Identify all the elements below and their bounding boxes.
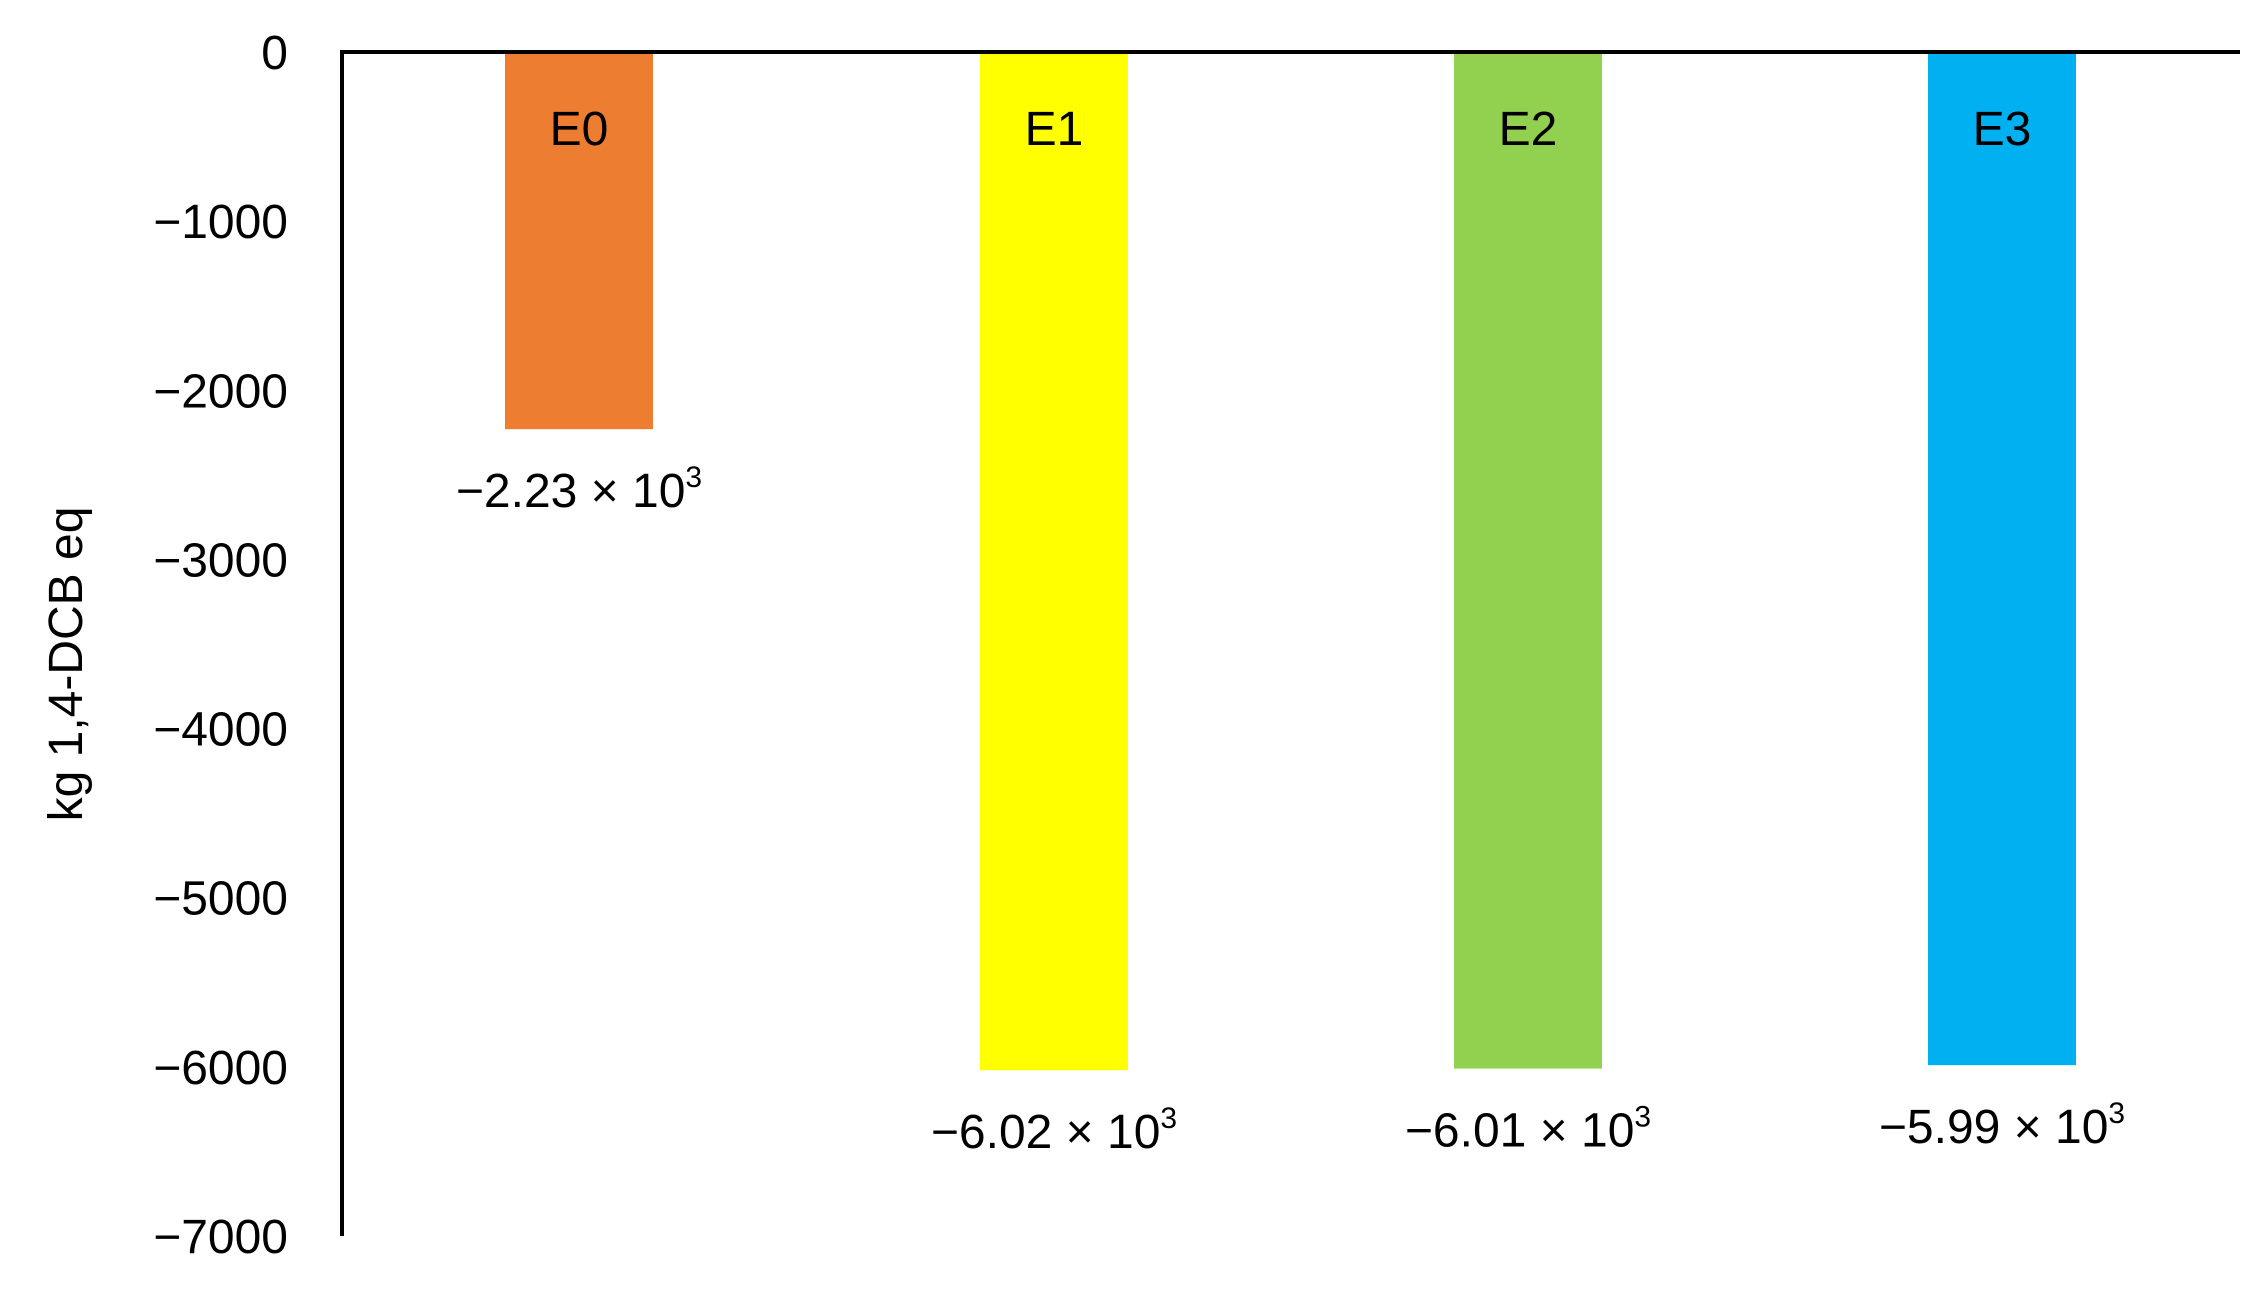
y-tick-label: −5000 [153, 873, 288, 926]
value-label-exponent: 3 [2108, 1097, 2125, 1130]
y-tick-label: −4000 [153, 704, 288, 757]
bar-e1 [980, 54, 1128, 1071]
value-label-e0: −2.23 × 103 [456, 461, 702, 518]
axes [340, 50, 2240, 1236]
category-label-e2: E2 [1499, 103, 1558, 156]
y-tick-labels: 0 −1000 −2000 −3000 −4000 −5000 −6000 −7000 [153, 27, 288, 1264]
value-label-e1: −6.02 × 103 [931, 1102, 1177, 1159]
y-tick-label: −3000 [153, 534, 288, 587]
bar-e2 [1454, 54, 1602, 1069]
y-tick-label: −2000 [153, 365, 288, 418]
category-labels: E0 E1 E2 E3 [550, 103, 2032, 156]
category-label-e0: E0 [550, 103, 609, 156]
value-label-e3: −5.99 × 103 [1879, 1097, 2125, 1154]
value-label-e2: −6.01 × 103 [1405, 1101, 1651, 1158]
y-axis-title: kg 1,4-DCB eq [40, 507, 93, 822]
value-label-exponent: 3 [1160, 1102, 1177, 1135]
value-label-exponent: 3 [1634, 1101, 1651, 1134]
bars [505, 54, 2076, 1071]
value-label-mantissa: −2.23 × 10 [456, 465, 686, 518]
bar-e3 [1928, 54, 2076, 1066]
category-label-e3: E3 [1973, 103, 2032, 156]
value-label-exponent: 3 [685, 461, 702, 494]
bar-e0 [505, 54, 653, 430]
value-label-mantissa: −5.99 × 10 [1879, 1101, 2109, 1154]
y-tick-label: −6000 [153, 1042, 288, 1095]
y-tick-label: −1000 [153, 196, 288, 249]
category-label-e1: E1 [1025, 103, 1084, 156]
value-label-mantissa: −6.02 × 10 [931, 1106, 1161, 1159]
y-tick-label: 0 [261, 27, 288, 80]
value-labels: −2.23 × 103−6.02 × 103 −6.01 × 103 −5.99 ×… [456, 461, 2125, 1159]
y-tick-label: −7000 [153, 1211, 288, 1264]
value-label-mantissa: −6.01 × 10 [1405, 1105, 1635, 1158]
